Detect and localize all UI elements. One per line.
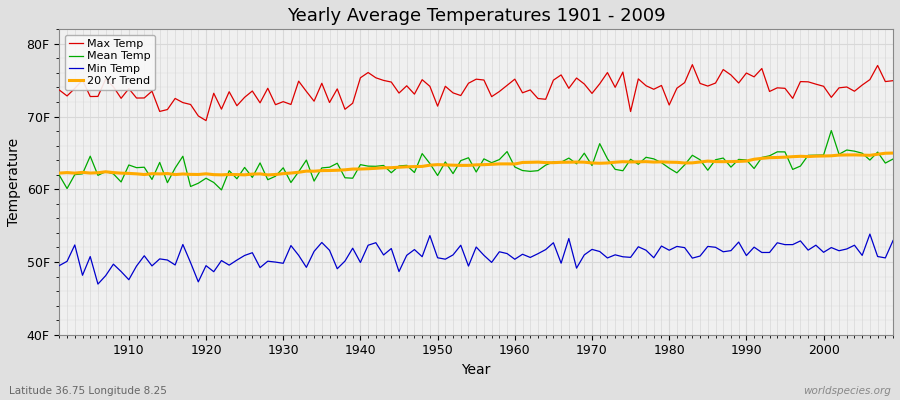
Mean Temp (339, 175, 350, 180)
Max Temp (339, 107, 350, 112)
Max Temp (687, 62, 698, 67)
Min Temp (54, 263, 65, 268)
Min Temp (293, 253, 304, 258)
Max Temp (509, 77, 520, 82)
Max Temp (54, 88, 65, 92)
Min Temp (509, 257, 520, 262)
Mean Temp (518, 168, 528, 173)
Max Temp (887, 78, 898, 83)
20 Yr Trend (509, 162, 520, 166)
20 Yr Trend (887, 151, 898, 156)
Mean Temp (826, 128, 837, 133)
Text: Latitude 36.75 Longitude 8.25: Latitude 36.75 Longitude 8.25 (9, 386, 166, 396)
20 Yr Trend (116, 171, 127, 176)
Y-axis label: Temperature: Temperature (7, 138, 21, 226)
Max Temp (201, 118, 212, 123)
20 Yr Trend (293, 170, 304, 175)
Min Temp (339, 259, 350, 264)
Mean Temp (509, 165, 520, 170)
Min Temp (887, 238, 898, 243)
Mean Temp (116, 180, 127, 184)
Line: Min Temp: Min Temp (59, 234, 893, 284)
Max Temp (116, 96, 127, 101)
20 Yr Trend (339, 168, 350, 172)
Legend: Max Temp, Mean Temp, Min Temp, 20 Yr Trend: Max Temp, Mean Temp, Min Temp, 20 Yr Tre… (65, 35, 155, 90)
Min Temp (518, 252, 528, 257)
20 Yr Trend (610, 160, 621, 165)
Title: Yearly Average Temperatures 1901 - 2009: Yearly Average Temperatures 1901 - 2009 (287, 7, 665, 25)
Min Temp (865, 232, 876, 236)
Mean Temp (54, 173, 65, 178)
Mean Temp (293, 169, 304, 174)
Line: 20 Yr Trend: 20 Yr Trend (59, 153, 893, 175)
Line: Mean Temp: Mean Temp (59, 130, 893, 190)
Line: Max Temp: Max Temp (59, 65, 893, 120)
Max Temp (518, 90, 528, 95)
X-axis label: Year: Year (462, 363, 490, 377)
20 Yr Trend (54, 171, 65, 176)
Min Temp (123, 277, 134, 282)
Max Temp (293, 79, 304, 84)
Mean Temp (610, 167, 621, 172)
20 Yr Trend (518, 160, 528, 165)
Mean Temp (216, 188, 227, 192)
Text: worldspecies.org: worldspecies.org (803, 386, 891, 396)
Min Temp (93, 282, 104, 286)
Mean Temp (887, 157, 898, 162)
Min Temp (610, 252, 621, 257)
20 Yr Trend (263, 172, 274, 177)
Max Temp (610, 85, 621, 90)
